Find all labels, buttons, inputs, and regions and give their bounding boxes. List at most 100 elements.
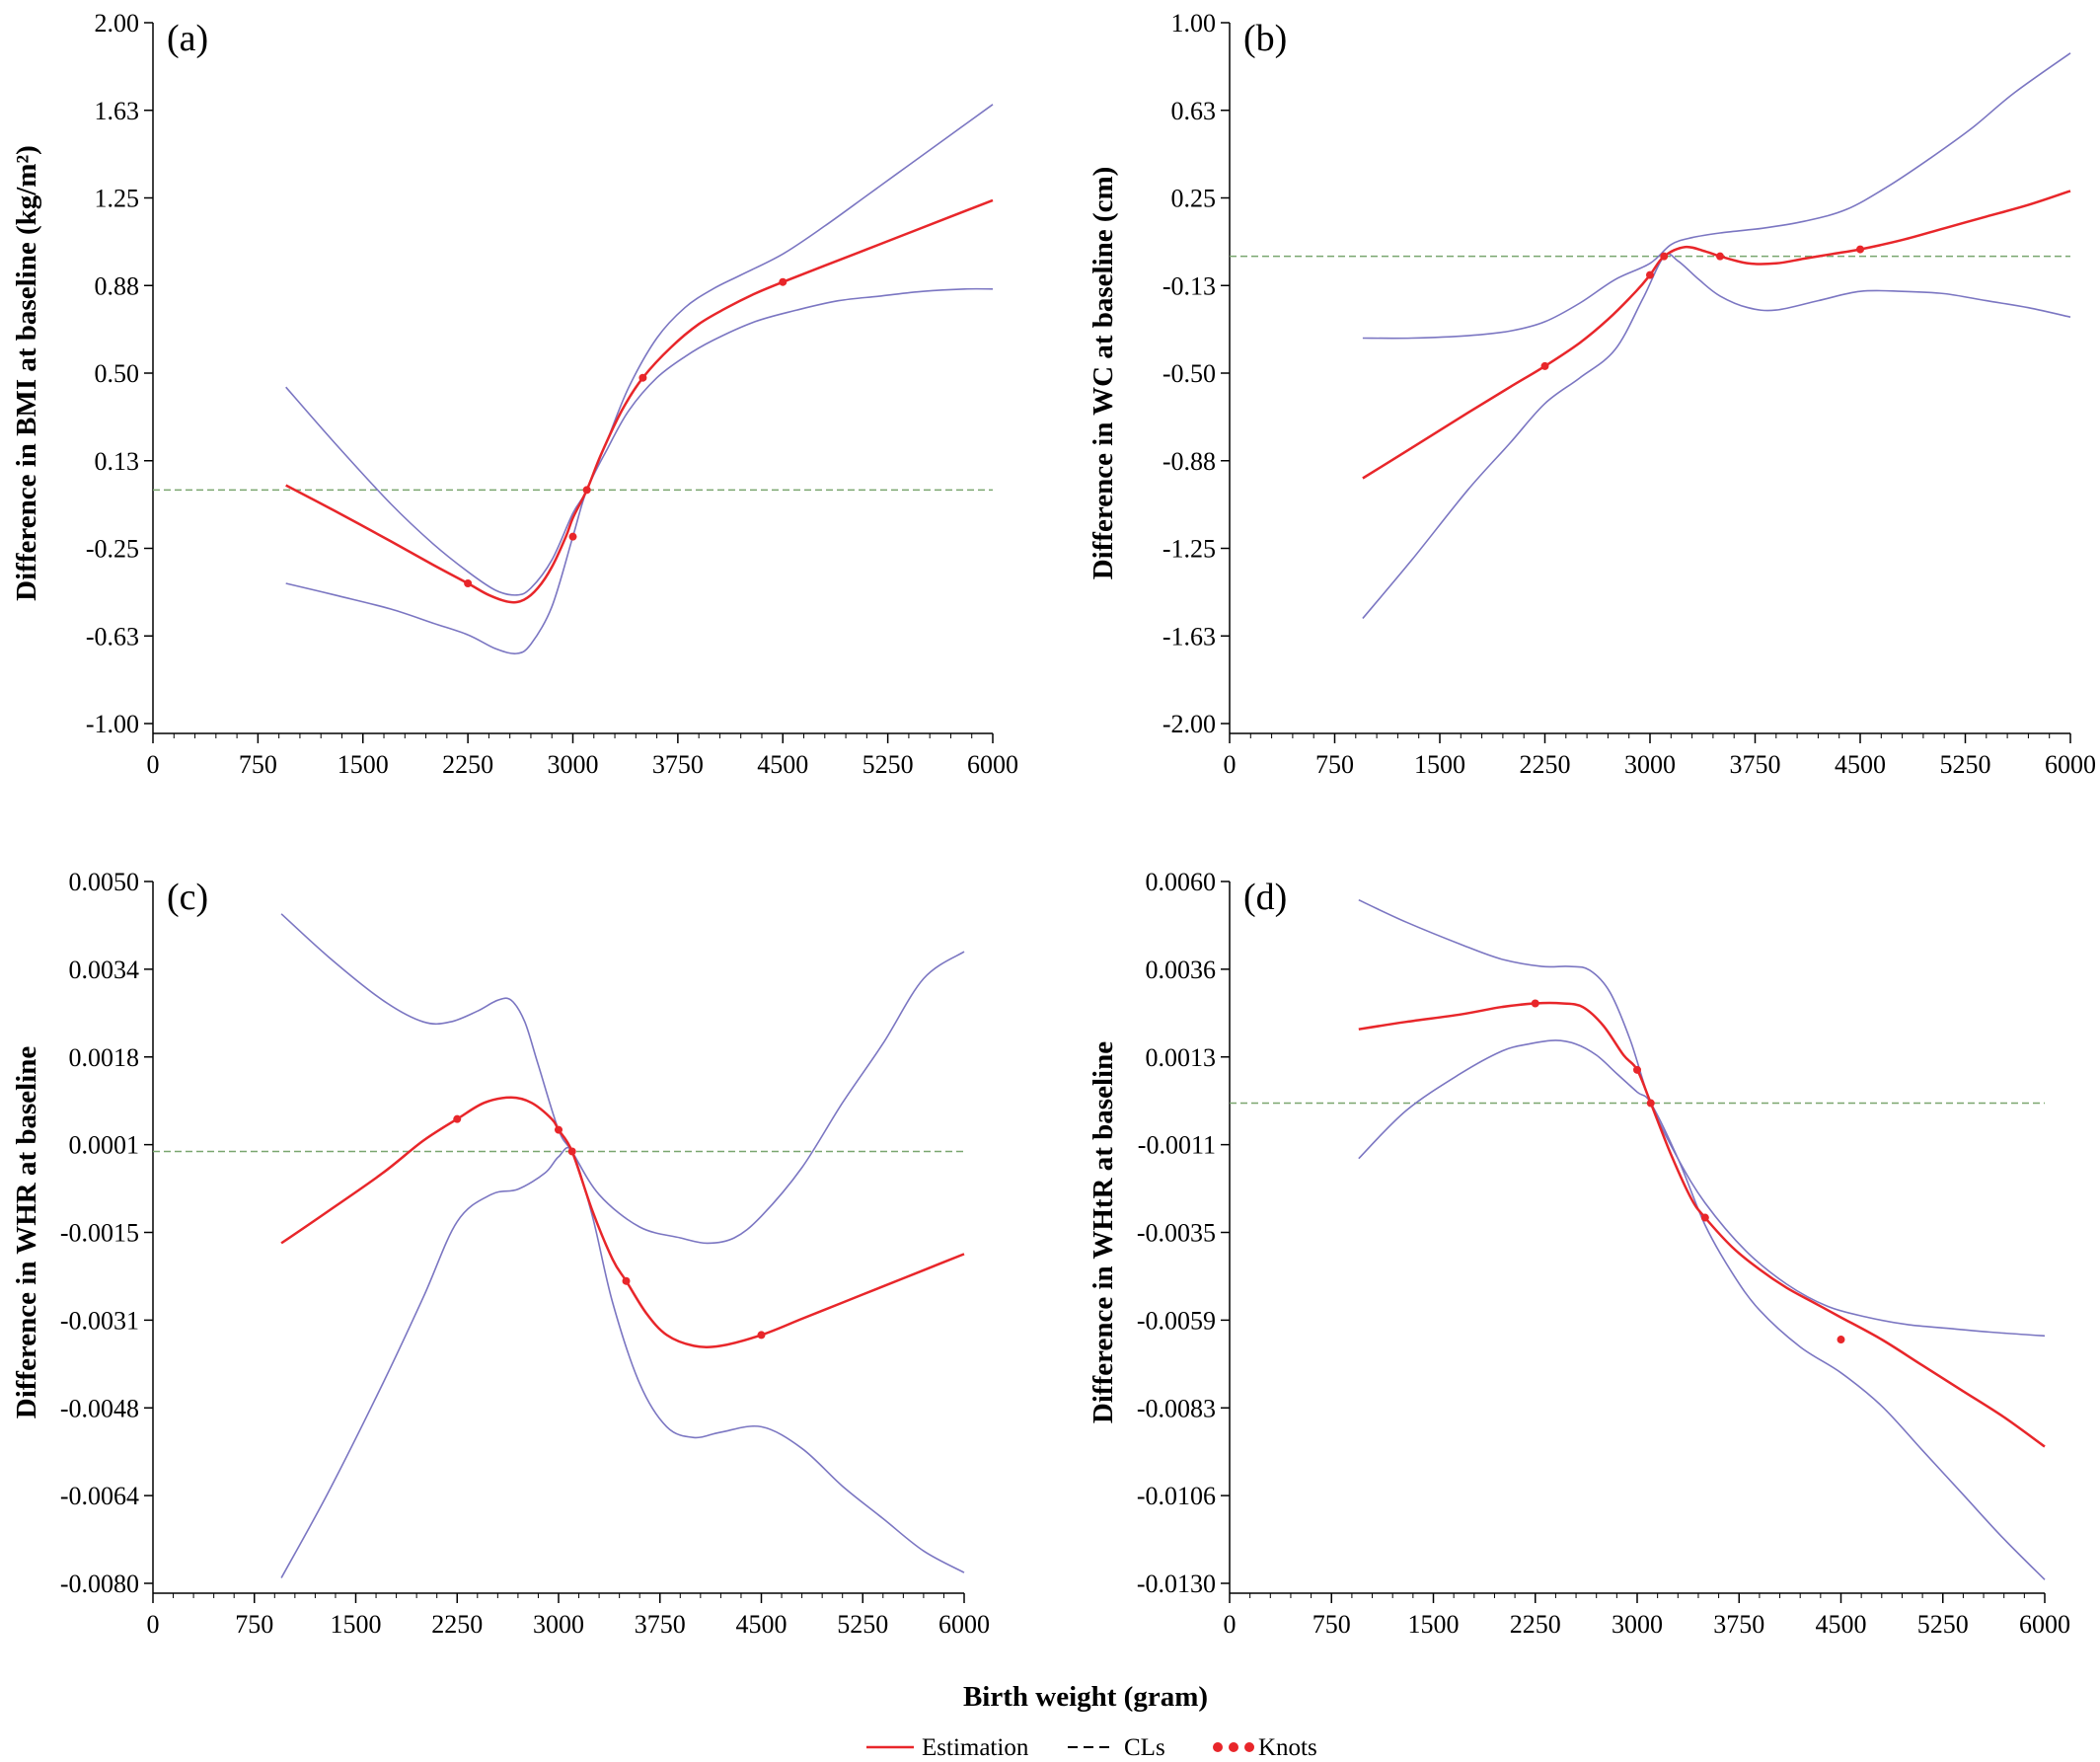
lower-cl-line	[1358, 1039, 2046, 1580]
x-tick-label: 5250	[862, 750, 914, 779]
y-tick-label: -0.0011	[1138, 1131, 1216, 1160]
estimate-line	[285, 198, 994, 604]
lower-cl-line	[280, 1146, 965, 1578]
knot-point	[1716, 252, 1724, 261]
y-tick-label: 0.0018	[69, 1043, 140, 1072]
y-tick-label: -0.0130	[1137, 1570, 1216, 1598]
upper-cl-line	[285, 104, 994, 596]
knot-point	[568, 532, 577, 541]
x-tick-label: 5250	[837, 1610, 888, 1639]
panel-d: -0.0130 -0.0106 -0.0083 -0.0059 -0.0035 -0.00…	[1088, 868, 2070, 1639]
y-axis-title: Difference in WC at baseline (cm)	[1088, 167, 1119, 580]
y-tick-label: 1.25	[95, 185, 140, 213]
x-tick-label: 3750	[652, 750, 704, 779]
panel-a: -1.00 -0.63 -0.25 0.13 0.50 0.88 1.25 1.63 2.00 0…	[11, 9, 1018, 779]
x-tick-label: 1500	[331, 1610, 382, 1639]
legend-knots-label: Knots	[1258, 1734, 1317, 1761]
x-tick-label: 6000	[2019, 1610, 2070, 1639]
x-tick-label: 0	[147, 750, 160, 779]
knot-point	[1540, 361, 1549, 370]
x-tick-label: 2250	[431, 1610, 483, 1639]
legend-estimation-label: Estimation	[922, 1734, 1029, 1761]
y-tick-label: -0.0015	[60, 1219, 139, 1248]
y-tick-label: 0.0001	[69, 1131, 140, 1160]
x-tick-label: 3750	[1713, 1610, 1764, 1639]
knot-point	[757, 1331, 766, 1340]
y-tick-label: -0.0048	[60, 1394, 139, 1422]
x-tick-label: 0	[1224, 1610, 1237, 1639]
y-tick-label: -1.63	[1162, 622, 1216, 651]
x-tick-label: 750	[235, 1610, 273, 1639]
x-tick-label: 750	[1312, 1610, 1351, 1639]
knot-point	[1531, 999, 1539, 1008]
y-tick-label: -2.00	[1162, 710, 1216, 738]
x-tick-label: 2250	[1510, 1610, 1561, 1639]
knot-point	[638, 373, 647, 382]
y-tick-label: 2.00	[95, 9, 140, 38]
y-tick-label: 0.0060	[1146, 868, 1217, 896]
x-tick-label: 6000	[967, 750, 1018, 779]
panel-tag: (b)	[1243, 18, 1287, 59]
y-tick-label: 0.0036	[1146, 956, 1217, 984]
knot-point	[453, 1114, 462, 1123]
x-tick-label: 1500	[1408, 1610, 1460, 1639]
y-axis-title: Difference in WHtR at baseline	[1088, 1041, 1119, 1423]
y-axis-title: Difference in WHR at baseline	[11, 1046, 42, 1419]
x-tick-label: 5250	[1940, 750, 1991, 779]
y-tick-label: -0.0106	[1137, 1482, 1216, 1510]
x-tick-label: 2250	[1520, 750, 1571, 779]
x-tick-label: 750	[1315, 750, 1354, 779]
x-tick-label: 3000	[548, 750, 599, 779]
knot-point	[464, 579, 473, 587]
panel-b: -2.00 -1.63 -1.25 -0.88 -0.50 -0.13 0.25 0.63 1.…	[1088, 9, 2096, 779]
knot-point	[1837, 1336, 1845, 1344]
knot-point	[1646, 1099, 1655, 1108]
y-tick-label: -0.25	[86, 535, 139, 564]
x-tick-label: 3750	[1730, 750, 1781, 779]
x-tick-label: 4500	[1816, 1610, 1867, 1639]
y-axis-title: Difference in BMI at baseline (kg/m²)	[11, 145, 42, 601]
y-tick-label: -1.00	[86, 710, 139, 738]
x-tick-label: 4500	[1835, 750, 1886, 779]
knot-point	[582, 486, 591, 495]
y-tick-label: -0.50	[1162, 359, 1216, 388]
y-tick-label: 0.63	[1171, 97, 1217, 125]
legend-knot-dot-3	[1244, 1742, 1254, 1752]
panel-c: -0.0080 -0.0064 -0.0048 -0.0031 -0.0015 0.000…	[11, 868, 990, 1639]
y-tick-label: -0.88	[1162, 447, 1216, 476]
x-axis-title: Birth weight (gram)	[963, 1681, 1208, 1713]
estimate-line	[280, 1096, 965, 1348]
panel-tag: (d)	[1243, 877, 1287, 918]
y-tick-label: -1.25	[1162, 535, 1216, 564]
x-tick-label: 0	[1224, 750, 1237, 779]
panel-tag: (a)	[167, 18, 208, 59]
knot-point	[779, 277, 788, 286]
y-tick-label: -0.0083	[1137, 1394, 1216, 1422]
lower-cl-line	[1362, 253, 2071, 620]
y-tick-label: 1.00	[1171, 9, 1217, 38]
y-tick-label: -0.63	[86, 622, 139, 651]
y-tick-label: -0.0035	[1137, 1219, 1216, 1248]
lower-cl-line	[285, 287, 994, 654]
y-tick-label: 0.0034	[69, 956, 140, 984]
knot-point	[622, 1276, 631, 1285]
knot-point	[1660, 252, 1669, 261]
panel-tag: (c)	[167, 877, 208, 918]
x-tick-label: 0	[147, 1610, 160, 1639]
knot-point	[1646, 270, 1654, 279]
x-tick-label: 6000	[938, 1610, 990, 1639]
knot-point	[1633, 1065, 1641, 1074]
x-tick-label: 6000	[2045, 750, 2096, 779]
estimate-line	[1362, 190, 2071, 480]
legend-cls-label: CLs	[1124, 1734, 1165, 1761]
x-tick-label: 2250	[442, 750, 493, 779]
legend: Estimation CLs Knots	[866, 1734, 1317, 1761]
x-tick-label: 3000	[1624, 750, 1676, 779]
legend-knot-dot-2	[1229, 1742, 1238, 1752]
x-tick-label: 750	[239, 750, 277, 779]
x-tick-label: 3750	[635, 1610, 686, 1639]
y-tick-label: 0.88	[95, 271, 140, 300]
legend-knot-dot-1	[1213, 1742, 1223, 1752]
y-tick-label: 0.13	[95, 447, 140, 476]
